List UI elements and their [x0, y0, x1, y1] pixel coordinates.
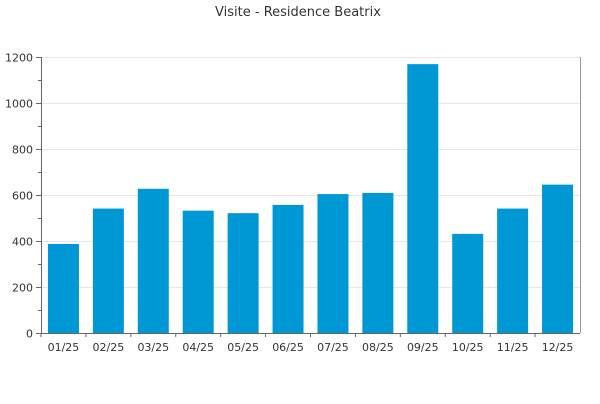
x-tick-label: 08/25 — [362, 341, 394, 354]
x-tick-label: 09/25 — [407, 341, 439, 354]
x-tick-label: 07/25 — [317, 341, 349, 354]
bar-01-25 — [47, 243, 79, 333]
x-tick-label: 11/25 — [497, 341, 529, 354]
bar-03-25 — [137, 188, 169, 333]
x-tick-label: 12/25 — [542, 341, 574, 354]
x-tick-label: 04/25 — [182, 341, 214, 354]
bar-08-25 — [362, 192, 394, 333]
y-tick-label: 400 — [12, 236, 33, 249]
chart-title: Visite - Residence Beatrix — [215, 5, 381, 20]
x-tick-label: 05/25 — [227, 341, 259, 354]
bar-02-25 — [92, 208, 124, 333]
x-tick-label: 01/25 — [48, 341, 80, 354]
y-tick-label: 600 — [12, 190, 33, 203]
bar-07-25 — [317, 194, 349, 333]
bar-05-25 — [227, 213, 259, 333]
y-tick-labels: 0 200 400 600 800 1000 1200 — [5, 52, 33, 341]
x-tick-label: 02/25 — [93, 341, 125, 354]
bars — [47, 64, 574, 333]
bar-12-25 — [542, 184, 574, 333]
x-tick-labels: 01/25 02/25 03/25 04/25 05/25 06/25 07/25 08/25… — [48, 341, 574, 354]
bar-11-25 — [497, 208, 529, 333]
axes — [36, 57, 581, 337]
y-tick-label: 1200 — [5, 52, 33, 65]
gridlines — [41, 57, 580, 288]
bar-09-25 — [407, 64, 439, 333]
x-tick-label: 03/25 — [137, 341, 169, 354]
y-tick-label: 800 — [12, 144, 33, 157]
y-tick-label: 1000 — [5, 98, 33, 111]
y-tick-label: 200 — [12, 282, 33, 295]
x-tick-label: 06/25 — [272, 341, 304, 354]
y-tick-label: 0 — [26, 328, 33, 341]
bar-04-25 — [182, 210, 214, 333]
bar-10-25 — [452, 233, 484, 333]
x-tick-label: 10/25 — [452, 341, 484, 354]
bar-06-25 — [272, 204, 304, 333]
